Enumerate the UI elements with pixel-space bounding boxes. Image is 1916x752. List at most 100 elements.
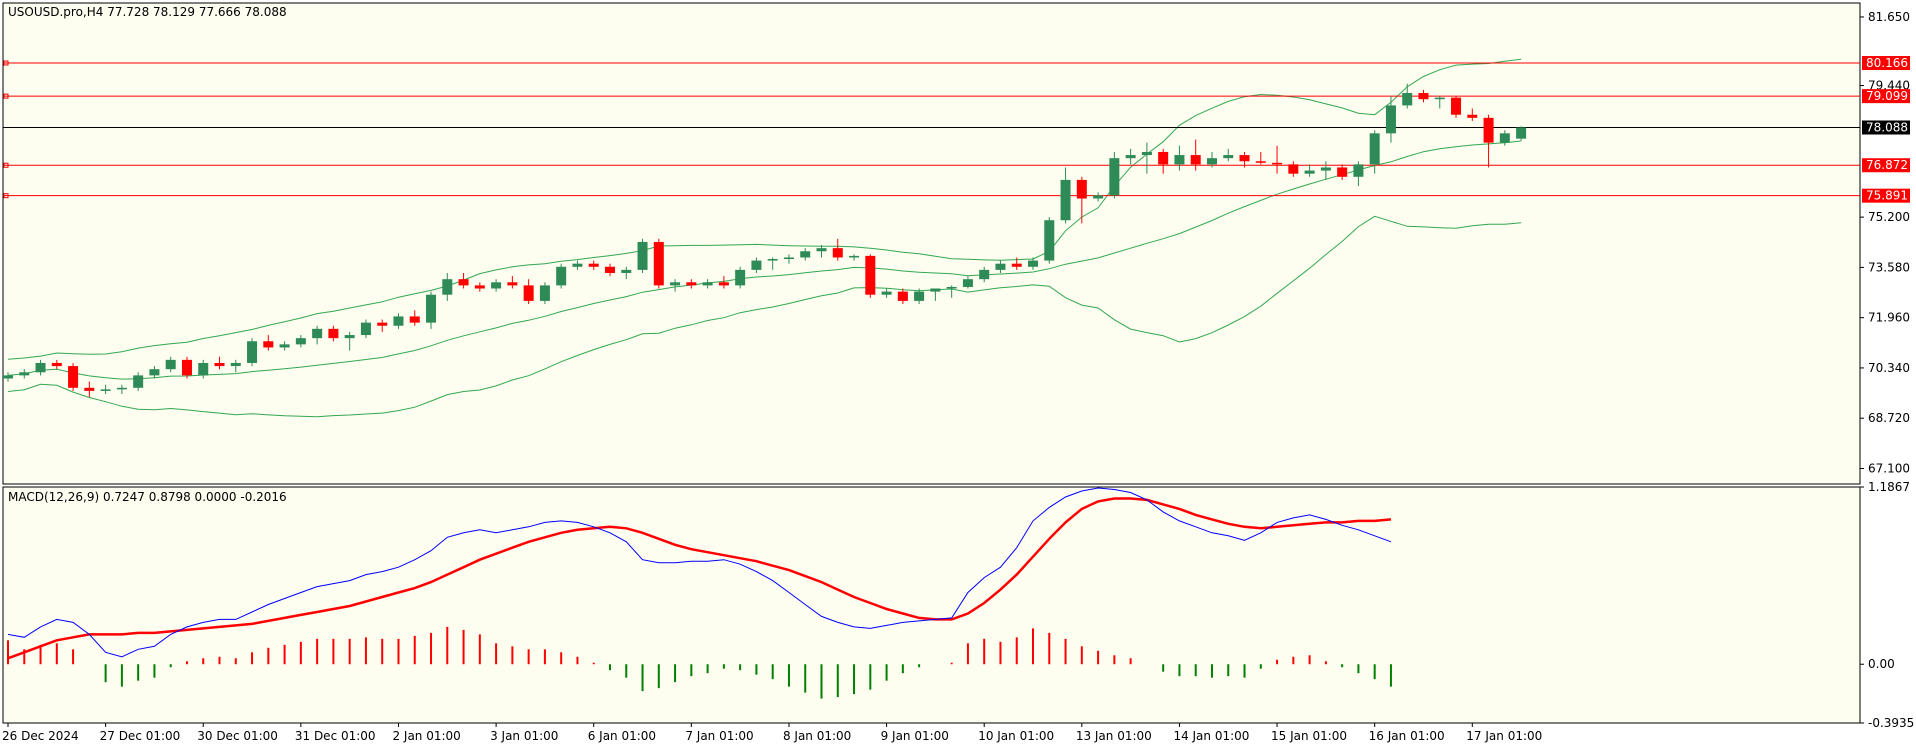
macd-y-tick-label: 0.00 — [1868, 657, 1895, 671]
candle-body — [816, 248, 827, 252]
x-tick-label: 3 Jan 01:00 — [490, 729, 558, 743]
level-marker — [3, 193, 9, 199]
price-y-tick-label: 67.100 — [1868, 461, 1910, 475]
x-tick-label: 14 Jan 01:00 — [1173, 729, 1249, 743]
candle-body — [1239, 155, 1250, 162]
current-price-box — [1862, 120, 1910, 135]
candle-body — [1011, 263, 1022, 267]
level-marker — [3, 162, 9, 168]
candle-body — [653, 241, 664, 286]
candle-body — [1418, 92, 1429, 100]
bollinger-middle-line — [7, 140, 1522, 380]
level-label: 75.891 — [1866, 189, 1908, 203]
level-label: 76.872 — [1866, 158, 1908, 172]
x-tick-label: 30 Dec 01:00 — [197, 729, 278, 743]
candle-body — [312, 328, 323, 339]
candle-body — [1499, 133, 1510, 143]
candle-body — [783, 257, 794, 260]
candle-body — [1141, 151, 1152, 156]
candle-body — [344, 335, 355, 339]
macd-y-tick-label: 1.1867 — [1868, 480, 1910, 494]
candle-body — [149, 369, 160, 376]
candle-body — [702, 282, 713, 286]
price-panel[interactable] — [2, 2, 1861, 485]
candle-body — [1385, 105, 1396, 134]
macd-main-line — [7, 487, 1392, 658]
candle-body — [881, 291, 892, 295]
candle-body — [1320, 167, 1331, 171]
price-y-tick-label: 79.440 — [1868, 79, 1910, 93]
candle-body — [1060, 179, 1071, 221]
candle-body — [946, 286, 957, 289]
x-tick-label: 2 Jan 01:00 — [392, 729, 460, 743]
macd-signal-line — [7, 497, 1392, 660]
x-tick-label: 13 Jan 01:00 — [1076, 729, 1152, 743]
x-tick-label: 31 Dec 01:00 — [295, 729, 376, 743]
level-label: 79.099 — [1866, 89, 1908, 103]
candle-body — [393, 316, 404, 326]
candle-body — [133, 375, 144, 388]
candle-body — [474, 285, 485, 289]
candle-body — [1288, 164, 1299, 174]
candle-body — [507, 282, 518, 286]
candle-body — [1516, 127, 1527, 139]
macd-y-tick-label: -0.3935 — [1868, 716, 1914, 730]
x-tick-label: 15 Jan 01:00 — [1271, 729, 1347, 743]
candle-body — [865, 255, 876, 295]
candle-body — [491, 282, 502, 289]
price-layer — [3, 58, 1860, 418]
x-tick-label: 7 Jan 01:00 — [685, 729, 753, 743]
bollinger-upper-line — [7, 58, 1522, 360]
candle-body — [832, 248, 843, 258]
candle-body — [1353, 164, 1364, 177]
level-label-box — [1862, 188, 1910, 203]
candle-body — [1467, 114, 1478, 118]
candle-body — [767, 259, 778, 261]
candle-body — [35, 362, 46, 373]
price-y-tick-label: 73.580 — [1868, 260, 1910, 274]
x-tick-label: 16 Jan 01:00 — [1369, 729, 1445, 743]
x-tick-label: 26 Dec 2024 — [2, 729, 79, 743]
candle-body — [1434, 97, 1445, 100]
candle-body — [84, 387, 95, 391]
macd-panel[interactable] — [2, 486, 1861, 724]
candle-body — [181, 359, 192, 376]
candle-body — [1369, 133, 1380, 165]
candle-body — [1223, 155, 1234, 159]
candle-body — [328, 328, 339, 339]
candle-body — [3, 375, 13, 379]
candle-body — [377, 322, 388, 326]
candle-body — [1337, 167, 1348, 177]
x-tick-label: 10 Jan 01:00 — [978, 729, 1054, 743]
candle-body — [1028, 260, 1039, 267]
candle-body — [1272, 162, 1283, 165]
x-tick-label: 8 Jan 01:00 — [783, 729, 851, 743]
candle-body — [1255, 161, 1266, 163]
candle-body — [849, 255, 860, 258]
candle-body — [670, 282, 681, 286]
candle-body — [1451, 97, 1462, 115]
candle-body — [360, 322, 371, 336]
candle-body — [214, 362, 225, 367]
candle-body — [523, 285, 534, 301]
candle-body — [263, 341, 274, 348]
candle-body — [1206, 158, 1217, 165]
candle-body — [442, 279, 453, 295]
candle-body — [426, 294, 437, 323]
candle-body — [295, 338, 306, 345]
level-marker — [3, 93, 9, 99]
candle-body — [1109, 158, 1120, 196]
candle-body — [718, 282, 729, 286]
candle-body — [230, 362, 241, 367]
candle-body — [572, 263, 583, 267]
candle-body — [247, 341, 258, 363]
price-y-tick-label: 71.960 — [1868, 311, 1910, 325]
candle-body — [1483, 117, 1494, 143]
candle-body — [1190, 155, 1201, 165]
candle-body — [458, 279, 469, 286]
candle-body — [914, 291, 925, 301]
candle-body — [621, 269, 632, 273]
level-label-box — [1862, 158, 1910, 173]
